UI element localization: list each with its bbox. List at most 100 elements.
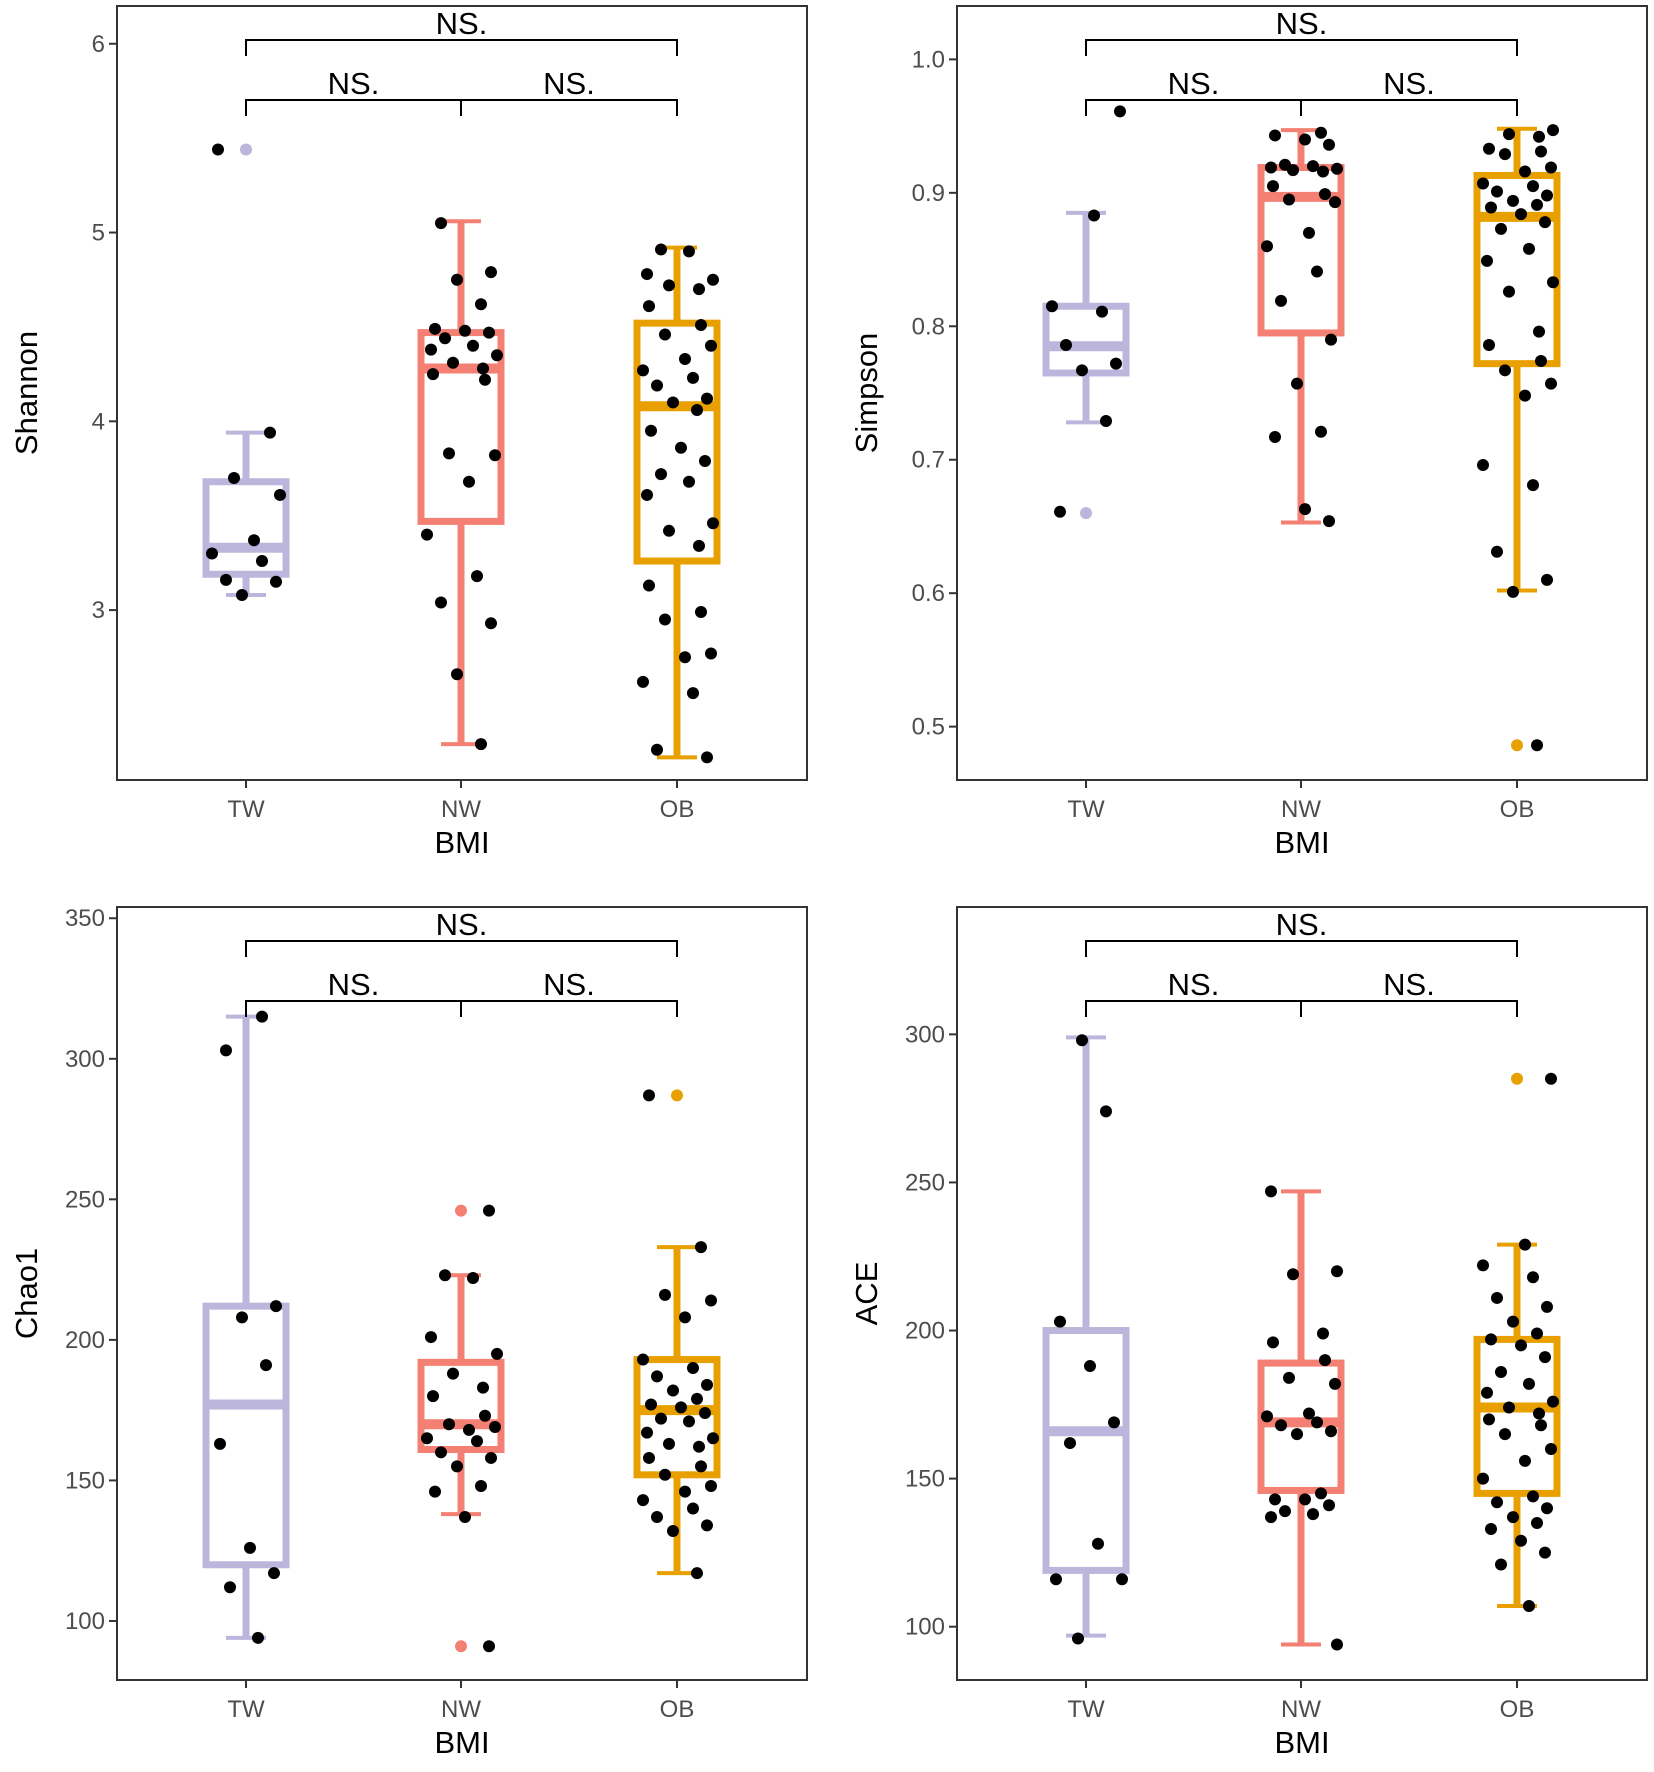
- data-point: [683, 245, 695, 258]
- points-nw: [1261, 126, 1343, 528]
- data-point: [651, 743, 663, 756]
- data-point: [485, 266, 497, 279]
- bracket-line: [1085, 940, 1518, 957]
- x-tick-label-nw: NW: [441, 796, 481, 823]
- data-point: [1299, 133, 1311, 146]
- data-point: [1547, 1395, 1559, 1408]
- y-tick-label: 200: [905, 1318, 945, 1345]
- y-tick-label: 150: [65, 1467, 105, 1494]
- data-point: [1483, 142, 1495, 155]
- data-point: [1303, 1407, 1315, 1420]
- comparison-nw-ob: NS.: [1300, 66, 1518, 116]
- data-point: [1485, 1522, 1497, 1535]
- data-point: [435, 596, 447, 609]
- data-point: [1547, 276, 1559, 289]
- data-point: [643, 1451, 655, 1464]
- data-point: [1533, 130, 1545, 143]
- data-point: [1275, 1419, 1287, 1432]
- data-point: [675, 441, 687, 454]
- data-point: [1100, 1105, 1112, 1118]
- data-point: [651, 1370, 663, 1383]
- data-point: [687, 371, 699, 384]
- data-point: [1269, 1493, 1281, 1506]
- data-point: [1269, 129, 1281, 142]
- data-point: [1110, 357, 1122, 370]
- data-point: [691, 1392, 703, 1405]
- data-point: [637, 364, 649, 377]
- data-point: [421, 528, 433, 541]
- data-point: [1481, 254, 1493, 267]
- data-point: [693, 539, 705, 552]
- data-point: [1072, 1632, 1084, 1645]
- data-point: [1515, 1339, 1527, 1352]
- data-point: [1299, 1493, 1311, 1506]
- data-point: [705, 1294, 717, 1307]
- data-point: [1076, 1034, 1088, 1047]
- data-point: [1503, 128, 1515, 141]
- significance-label: NS.: [436, 907, 488, 942]
- box-body: [202, 1302, 290, 1569]
- significance-label: NS.: [1168, 66, 1220, 101]
- data-point: [1523, 242, 1535, 255]
- data-point: [667, 1525, 679, 1538]
- x-tick-label-tw: TW: [1067, 1696, 1105, 1723]
- data-point: [1527, 1490, 1539, 1503]
- data-point: [1541, 189, 1553, 202]
- data-point: [1545, 1072, 1557, 1085]
- data-point: [655, 468, 667, 481]
- points-nw: [421, 1204, 503, 1653]
- data-point: [1483, 338, 1495, 351]
- data-point: [1477, 1472, 1489, 1485]
- data-point: [236, 1311, 248, 1324]
- data-point: [695, 605, 707, 618]
- outlier-point: [455, 1204, 467, 1217]
- data-point: [1319, 1354, 1331, 1367]
- box-nw: [1257, 1189, 1345, 1647]
- x-axis-title: BMI: [434, 825, 489, 860]
- data-point: [641, 268, 653, 281]
- data-point: [1545, 377, 1557, 390]
- y-axis-title: Shannon: [9, 331, 44, 455]
- y-tick-label: 350: [65, 905, 105, 932]
- data-point: [1269, 431, 1281, 444]
- panel-chao1: 100 150 200 250 300 350 TW NW OB BMI Chao1 NS. NS. NS…: [9, 905, 808, 1760]
- data-point: [220, 573, 232, 586]
- box-tw: [202, 1014, 290, 1640]
- comparison-tw-ob: NS.: [245, 6, 678, 56]
- data-point: [1317, 1327, 1329, 1340]
- data-point: [489, 449, 501, 462]
- data-point: [667, 396, 679, 409]
- significance-label: NS.: [1276, 6, 1328, 41]
- y-tick-label: 200: [65, 1327, 105, 1354]
- data-point: [1116, 1573, 1128, 1586]
- data-point: [248, 534, 260, 547]
- outlier-point: [671, 1089, 683, 1102]
- points-nw: [421, 217, 503, 751]
- data-point: [1076, 364, 1088, 377]
- panel-ace: 100 150 200 250 300 TW NW OB BMI ACE NS. NS. NS.: [849, 906, 1648, 1760]
- data-point: [451, 273, 463, 286]
- data-point: [1311, 265, 1323, 278]
- data-point: [1491, 1291, 1503, 1304]
- box-nw: [417, 219, 505, 747]
- data-point: [1064, 1437, 1076, 1450]
- comparison-tw-nw: NS.: [245, 66, 462, 116]
- data-point: [693, 1440, 705, 1453]
- data-point: [1531, 739, 1543, 752]
- y-tick-label: 0.5: [912, 714, 945, 741]
- data-point: [655, 1412, 667, 1425]
- data-point: [643, 579, 655, 592]
- data-point: [679, 651, 691, 664]
- data-point: [1523, 1377, 1535, 1390]
- y-tick-label: 6: [92, 31, 105, 58]
- data-point: [637, 675, 649, 688]
- data-point: [1084, 1360, 1096, 1373]
- significance-label: NS.: [1383, 967, 1435, 1002]
- y-tick-label: 3: [92, 597, 105, 624]
- data-point: [1046, 300, 1058, 313]
- data-point: [1287, 1268, 1299, 1281]
- outlier-point: [240, 143, 252, 156]
- data-point: [1499, 148, 1511, 161]
- data-point: [206, 547, 218, 560]
- bracket-line: [245, 1000, 462, 1017]
